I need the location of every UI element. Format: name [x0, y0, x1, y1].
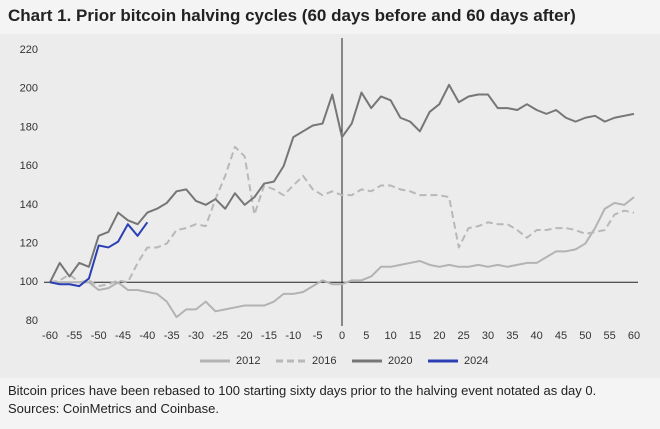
x-tick-label: 0: [339, 330, 345, 342]
plot-background: [0, 34, 660, 378]
footnote: Bitcoin prices have been rebased to 100 …: [8, 383, 597, 416]
y-tick-label: 160: [20, 160, 38, 172]
legend-label: 2024: [464, 355, 488, 367]
y-tick-label: 120: [20, 237, 38, 249]
x-tick-label: 40: [531, 330, 543, 342]
series-line: [49, 221, 149, 288]
x-tick-label: -15: [261, 330, 277, 342]
legend-label: 2016: [312, 355, 336, 367]
x-tick-label: 25: [458, 330, 470, 342]
x-tick-label: 50: [579, 330, 591, 342]
x-tick-label: -40: [139, 330, 155, 342]
x-tick-label: -10: [285, 330, 301, 342]
x-tick-label: 10: [385, 330, 397, 342]
legend-label: 2012: [236, 355, 260, 367]
x-tick-label: -30: [188, 330, 204, 342]
series-line: [50, 196, 635, 319]
y-tick-label: 100: [20, 276, 38, 288]
x-tick-label: 30: [482, 330, 494, 342]
y-tick-label: 220: [20, 44, 38, 56]
y-tick-label: 80: [26, 315, 38, 327]
x-tick-label: 60: [628, 330, 640, 342]
y-tick-label: 180: [20, 121, 38, 133]
x-tick-label: -45: [115, 330, 131, 342]
x-tick-label: -5: [313, 330, 323, 342]
x-tick-label: -20: [237, 330, 253, 342]
x-tick-label: -50: [91, 330, 107, 342]
legend-label: 2020: [388, 355, 412, 367]
x-tick-label: -55: [66, 330, 82, 342]
x-tick-label: 5: [363, 330, 369, 342]
chart-title: Chart 1. Prior bitcoin halving cycles (6…: [8, 6, 576, 25]
series-line: [49, 145, 635, 288]
x-tick-label: -60: [42, 330, 58, 342]
x-tick-label: 15: [409, 330, 421, 342]
y-tick-label: 140: [20, 199, 38, 211]
series-line: [49, 83, 635, 283]
x-tick-label: -25: [212, 330, 228, 342]
x-tick-label: -35: [164, 330, 180, 342]
x-tick-label: 35: [506, 330, 518, 342]
y-tick-label: 200: [20, 83, 38, 95]
x-tick-label: 45: [555, 330, 567, 342]
x-tick-label: 20: [433, 330, 445, 342]
x-tick-label: 55: [604, 330, 616, 342]
